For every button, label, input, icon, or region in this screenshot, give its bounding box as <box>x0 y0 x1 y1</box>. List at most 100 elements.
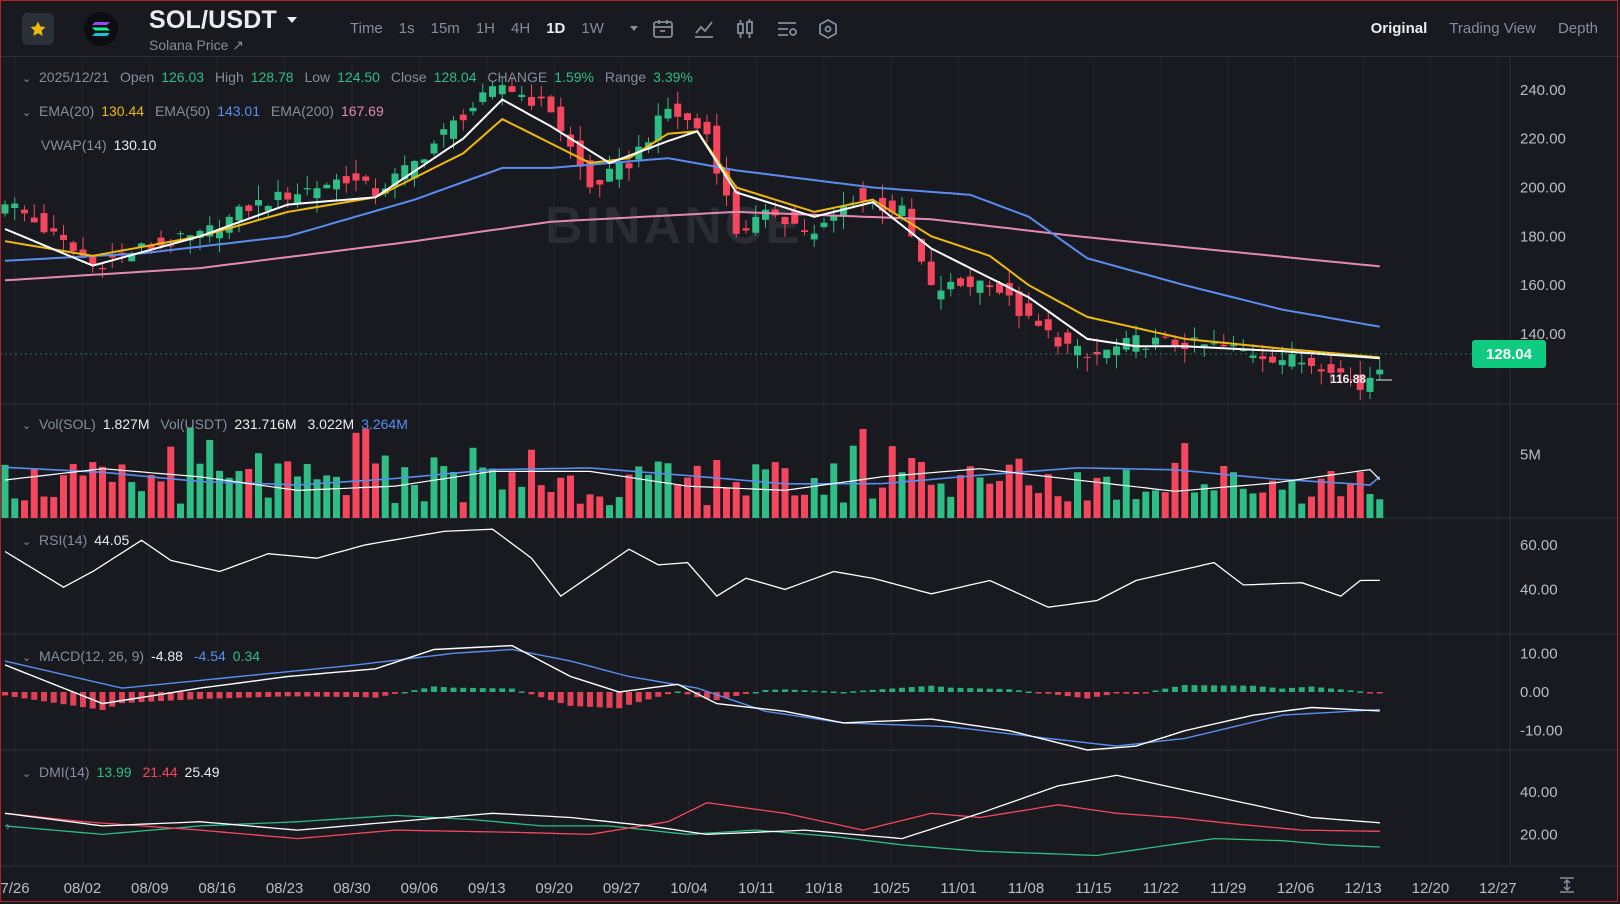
price-axis-label: 160.00 <box>1520 277 1566 294</box>
volume-bar <box>849 445 857 518</box>
volume-bar <box>128 482 136 518</box>
candle-body <box>996 283 1003 293</box>
collapse-caret-icon[interactable]: ⌄ <box>22 420 32 432</box>
volume-bar <box>732 482 740 518</box>
collapse-caret-icon[interactable]: ⌄ <box>22 536 32 548</box>
collapse-caret-icon[interactable]: ⌄ <box>22 768 32 780</box>
favorite-button[interactable] <box>22 13 54 45</box>
calendar-icon[interactable] <box>651 17 675 41</box>
macd-legend: ⌄ MACD(12, 26, 9) -4.88 -4.54 0.34 <box>22 648 261 664</box>
date-tick-label: 09/13 <box>468 880 506 897</box>
volume-bar <box>1191 492 1198 518</box>
view-tab-original[interactable]: Original <box>1370 20 1428 37</box>
indicator-icon[interactable] <box>692 17 716 41</box>
date-tick-label: 09/27 <box>603 880 641 897</box>
volume-bar <box>1239 488 1247 518</box>
volume-bar <box>1288 479 1296 518</box>
volume-bar <box>654 461 662 518</box>
candle-body <box>1288 354 1296 367</box>
candle-body <box>508 86 516 92</box>
macd-histogram-bar <box>450 687 457 692</box>
volume-bar <box>352 432 360 518</box>
macd-histogram-bar <box>1250 685 1256 692</box>
macd-histogram-bar <box>353 692 359 698</box>
interval-4h[interactable]: 4H <box>511 20 531 37</box>
candle-body <box>138 243 145 248</box>
candle-body <box>966 276 974 287</box>
macd-histogram-bar <box>1289 687 1295 692</box>
date-tick-label: 7/26 <box>0 880 29 897</box>
hexagon-settings-icon[interactable] <box>816 17 840 41</box>
interval-more-caret-icon[interactable] <box>628 22 640 34</box>
top-bar <box>0 0 1620 57</box>
candle-body <box>1259 356 1267 360</box>
macd-histogram-bar <box>60 692 67 705</box>
candle-body <box>684 113 691 121</box>
macd-histogram-bar <box>1074 692 1081 698</box>
macd-histogram-bar <box>938 686 944 692</box>
macd-histogram-bar <box>665 692 671 695</box>
collapse-caret-icon[interactable]: ⌄ <box>22 73 32 85</box>
volume-bar <box>69 464 77 518</box>
macd-histogram-bar <box>860 690 866 693</box>
interval-15m[interactable]: 15m <box>430 20 460 37</box>
macd-histogram-bar <box>489 688 496 692</box>
candle-body <box>21 209 28 214</box>
candle-body <box>391 173 399 187</box>
candle-body <box>693 118 701 129</box>
macd-histogram-bar <box>1259 686 1266 692</box>
interval-1d[interactable]: 1D <box>546 20 566 37</box>
volume-bar <box>372 463 379 518</box>
expand-vertical-icon[interactable] <box>1558 876 1576 894</box>
interval-time[interactable]: Time <box>350 20 383 37</box>
settings-list-icon[interactable] <box>775 17 799 41</box>
interval-1s[interactable]: 1s <box>398 20 415 37</box>
macd-histogram-bar <box>362 692 369 698</box>
macd-histogram-bar <box>1367 692 1373 694</box>
candle-body <box>830 215 838 221</box>
volume-bar <box>333 476 340 518</box>
candle-body <box>1308 357 1315 366</box>
macd-histogram-bar <box>889 688 896 692</box>
macd-histogram-bar <box>1376 692 1383 694</box>
volume-bar <box>664 463 672 518</box>
candle-body <box>216 231 223 239</box>
interval-1w[interactable]: 1W <box>581 20 604 37</box>
volume-bar <box>118 464 126 518</box>
candle-body <box>625 163 633 169</box>
collapse-caret-icon[interactable]: ⌄ <box>22 652 32 664</box>
macd-histogram-bar <box>1211 685 1217 692</box>
view-tab-depth[interactable]: Depth <box>1557 20 1598 37</box>
macd-histogram-bar <box>947 687 954 692</box>
candle-body <box>245 205 253 211</box>
macd-histogram-bar <box>626 692 632 705</box>
candle-body <box>1356 374 1364 390</box>
view-tab-trading-view[interactable]: Trading View <box>1449 20 1536 37</box>
candle-body <box>459 114 467 121</box>
volume-bar <box>1015 458 1023 518</box>
macd-histogram-bar <box>470 687 476 692</box>
volume-bar <box>518 486 526 518</box>
candle-body <box>927 261 935 286</box>
macd-histogram-bar <box>684 692 691 695</box>
volume-bar <box>606 505 613 518</box>
macd-dif-line <box>4 644 1380 751</box>
volume-bar <box>186 427 194 518</box>
pair-title[interactable]: SOL/USDT <box>149 6 277 34</box>
candle-body <box>576 140 584 167</box>
collapse-caret-icon[interactable]: ⌄ <box>22 107 32 119</box>
candle-body <box>518 94 526 98</box>
candle-body <box>401 165 409 180</box>
caret-down-icon[interactable] <box>286 15 298 25</box>
candle-body <box>1005 283 1013 296</box>
volume-bar <box>459 502 467 518</box>
ema50-line <box>4 157 1380 328</box>
interval-1h[interactable]: 1H <box>475 20 495 37</box>
pair-subtitle[interactable]: Solana Price ↗ <box>149 37 244 53</box>
candle-type-icon[interactable] <box>733 17 757 41</box>
candle-body <box>713 125 721 174</box>
macd-histogram-bar <box>245 692 252 698</box>
candle-body <box>1278 360 1286 366</box>
macd-histogram-bar <box>1357 691 1364 693</box>
